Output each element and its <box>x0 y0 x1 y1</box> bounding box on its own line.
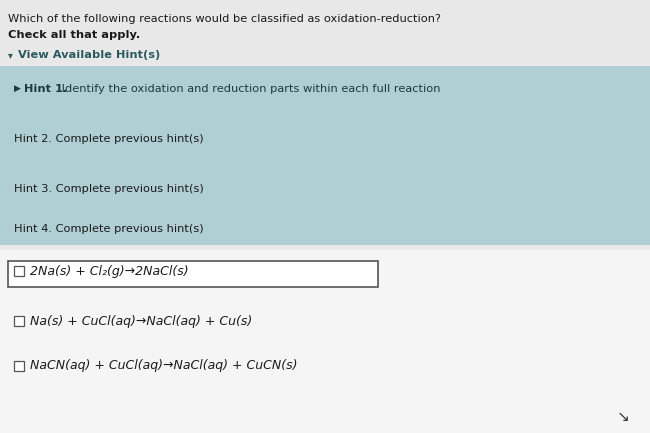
Bar <box>8 261 378 287</box>
Text: Hint 1.: Hint 1. <box>24 84 67 94</box>
Bar <box>0 66 650 245</box>
Text: 2Na(s) + Cl₂(g)→2NaCl(s): 2Na(s) + Cl₂(g)→2NaCl(s) <box>30 265 188 278</box>
Text: NaCN(aq) + CuCl(aq)→NaCl(aq) + CuCN(s): NaCN(aq) + CuCl(aq)→NaCl(aq) + CuCN(s) <box>30 359 298 372</box>
Text: Hint 3. Complete previous hint(s): Hint 3. Complete previous hint(s) <box>14 184 203 194</box>
Bar <box>14 361 24 371</box>
Text: Hint 2. Complete previous hint(s): Hint 2. Complete previous hint(s) <box>14 134 203 144</box>
Text: View Available Hint(s): View Available Hint(s) <box>18 50 161 60</box>
Bar <box>0 250 650 433</box>
Text: Hint 4. Complete previous hint(s): Hint 4. Complete previous hint(s) <box>14 224 203 234</box>
Text: ▶: ▶ <box>14 84 21 93</box>
Text: ▾: ▾ <box>8 50 13 60</box>
Bar <box>14 266 24 276</box>
Bar <box>14 316 24 326</box>
Text: Identify the oxidation and reduction parts within each full reaction: Identify the oxidation and reduction par… <box>58 84 441 94</box>
Text: ↖: ↖ <box>614 407 627 423</box>
Text: Na(s) + CuCl(aq)→NaCl(aq) + Cu(s): Na(s) + CuCl(aq)→NaCl(aq) + Cu(s) <box>30 314 252 327</box>
Text: Check all that apply.: Check all that apply. <box>8 30 140 40</box>
Text: Which of the following reactions would be classified as oxidation-reduction?: Which of the following reactions would b… <box>8 14 441 24</box>
